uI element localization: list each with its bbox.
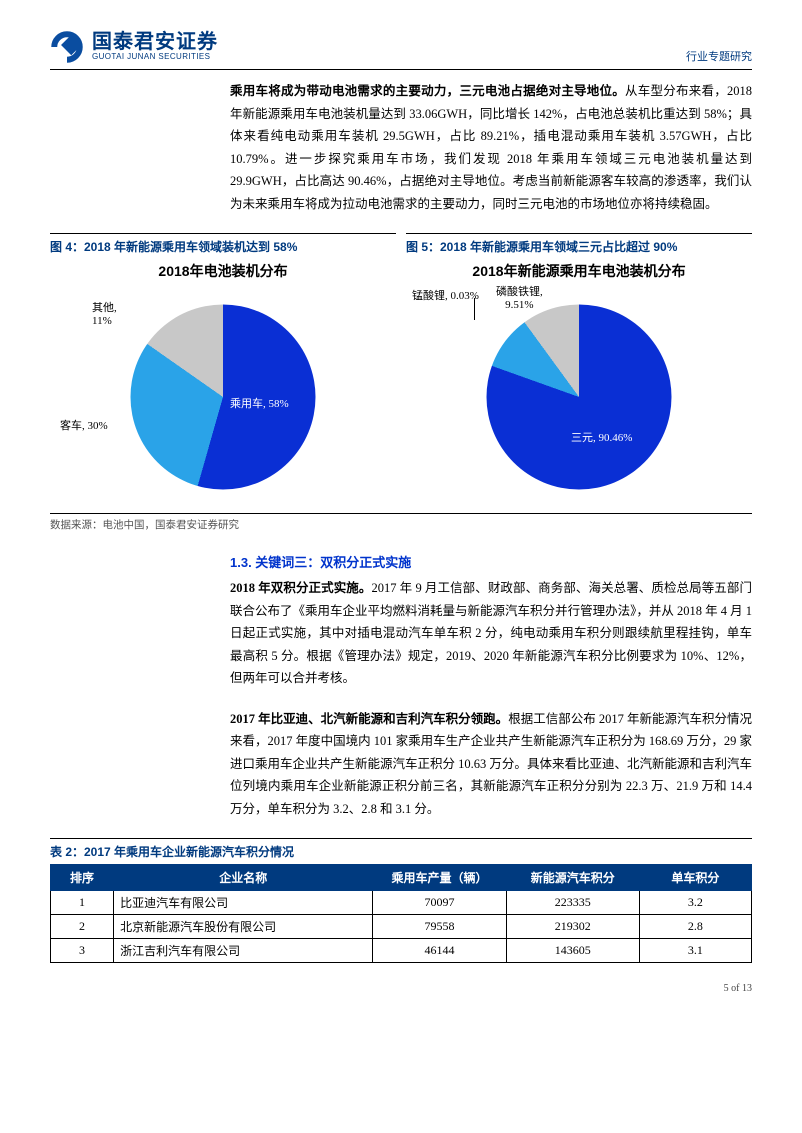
table2-cell: 3.1 xyxy=(639,939,751,963)
table2-cell: 3 xyxy=(51,939,114,963)
table2-cell: 79558 xyxy=(373,915,506,939)
table2-cell: 2.8 xyxy=(639,915,751,939)
table2-cell: 223335 xyxy=(506,891,639,915)
para3-body: 根据工信部公布 2017 年新能源汽车积分情况来看，2017 年度中国境内 10… xyxy=(230,712,752,816)
table2-cell: 219302 xyxy=(506,915,639,939)
table2-header-cell: 单车积分 xyxy=(639,865,751,891)
table2-header-cell: 排序 xyxy=(51,865,114,891)
table2-cell: 北京新能源汽车股份有限公司 xyxy=(114,915,373,939)
figure-5: 图 5：2018 年新能源乘用车领域三元占比超过 90% 2018年新能源乘用车… xyxy=(406,233,752,507)
para2-body: 2017 年 9 月工信部、财政部、商务部、海关总署、质检总局等五部门联合公布了… xyxy=(230,581,752,685)
table2-cell: 浙江吉利汽车有限公司 xyxy=(114,939,373,963)
fig4-label-passenger: 乘用车, 58% xyxy=(230,395,289,411)
fig4-label-other: 其他,11% xyxy=(92,299,117,327)
table2-cell: 比亚迪汽车有限公司 xyxy=(114,891,373,915)
table-row: 3浙江吉利汽车有限公司461441436053.1 xyxy=(51,939,752,963)
table2-header-cell: 企业名称 xyxy=(114,865,373,891)
fig5-leader-line xyxy=(474,298,475,320)
table-row: 2北京新能源汽车股份有限公司795582193022.8 xyxy=(51,915,752,939)
table2-header-cell: 新能源汽车积分 xyxy=(506,865,639,891)
table2-cell: 46144 xyxy=(373,939,506,963)
fig4-pie-chart: 乘用车, 58% 客车, 30% 其他,11% xyxy=(50,287,396,507)
page-header: 国泰君安证券 GUOTAI JUNAN SECURITIES 行业专题研究 xyxy=(50,30,752,70)
company-logo-icon xyxy=(50,30,84,64)
para3-lead: 2017 年比亚迪、北汽新能源和吉利汽车积分领跑。 xyxy=(230,712,508,726)
fig5-pie-chart: 三元, 90.46% 磷酸铁锂,9.51% 锰酸锂, 0.03% xyxy=(406,287,752,507)
para1-lead: 乘用车将成为带动电池需求的主要动力，三元电池占据绝对主导地位。 xyxy=(230,84,625,98)
table2-cell: 70097 xyxy=(373,891,506,915)
section-1-3-heading: 1.3. 关键词三：双积分正式实施 xyxy=(230,552,752,571)
fig5-title: 2018年新能源乘用车电池装机分布 xyxy=(406,261,752,281)
table-row: 1比亚迪汽车有限公司700972233353.2 xyxy=(51,891,752,915)
table2-cell: 1 xyxy=(51,891,114,915)
data-source: 数据来源：电池中国，国泰君安证券研究 xyxy=(50,513,752,532)
fig4-title: 2018年电池装机分布 xyxy=(50,261,396,281)
table2-caption: 表 2：2017 年乘用车企业新能源汽车积分情况 xyxy=(50,838,752,860)
figure-4: 图 4：2018 年新能源乘用车领域装机达到 58% 2018年电池装机分布 乘… xyxy=(50,233,396,507)
table2-cell: 143605 xyxy=(506,939,639,963)
logo-text-cn: 国泰君安证券 xyxy=(92,32,218,52)
fig5-label-ternary: 三元, 90.46% xyxy=(571,429,632,445)
figure-row: 图 4：2018 年新能源乘用车领域装机达到 58% 2018年电池装机分布 乘… xyxy=(50,233,752,507)
paragraph-1: 乘用车将成为带动电池需求的主要动力，三元电池占据绝对主导地位。从车型分布来看，2… xyxy=(230,80,752,215)
fig5-pie xyxy=(487,305,672,490)
table2-cell: 2 xyxy=(51,915,114,939)
fig5-label-lfp: 磷酸铁锂,9.51% xyxy=(496,283,543,311)
fig5-caption: 图 5：2018 年新能源乘用车领域三元占比超过 90% xyxy=(406,233,752,255)
paragraph-3: 2017 年比亚迪、北汽新能源和吉利汽车积分领跑。根据工信部公布 2017 年新… xyxy=(230,708,752,821)
para1-body: 从车型分布来看，2018 年新能源乘用车电池装机量达到 33.06GWH，同比增… xyxy=(230,84,752,211)
fig5-label-lmo: 锰酸锂, 0.03% xyxy=(412,287,479,303)
para2-lead: 2018 年双积分正式实施。 xyxy=(230,581,371,595)
logo-block: 国泰君安证券 GUOTAI JUNAN SECURITIES xyxy=(50,30,218,64)
table2-header-cell: 乘用车产量（辆） xyxy=(373,865,506,891)
header-category: 行业专题研究 xyxy=(686,48,752,64)
table2-cell: 3.2 xyxy=(639,891,751,915)
logo-text-en: GUOTAI JUNAN SECURITIES xyxy=(92,52,218,62)
table-2: 排序企业名称乘用车产量（辆）新能源汽车积分单车积分1比亚迪汽车有限公司70097… xyxy=(50,864,752,963)
paragraph-2: 2018 年双积分正式实施。2017 年 9 月工信部、财政部、商务部、海关总署… xyxy=(230,577,752,690)
fig4-caption: 图 4：2018 年新能源乘用车领域装机达到 58% xyxy=(50,233,396,255)
fig4-label-bus: 客车, 30% xyxy=(60,417,108,433)
page-number: 5 of 13 xyxy=(50,983,752,994)
